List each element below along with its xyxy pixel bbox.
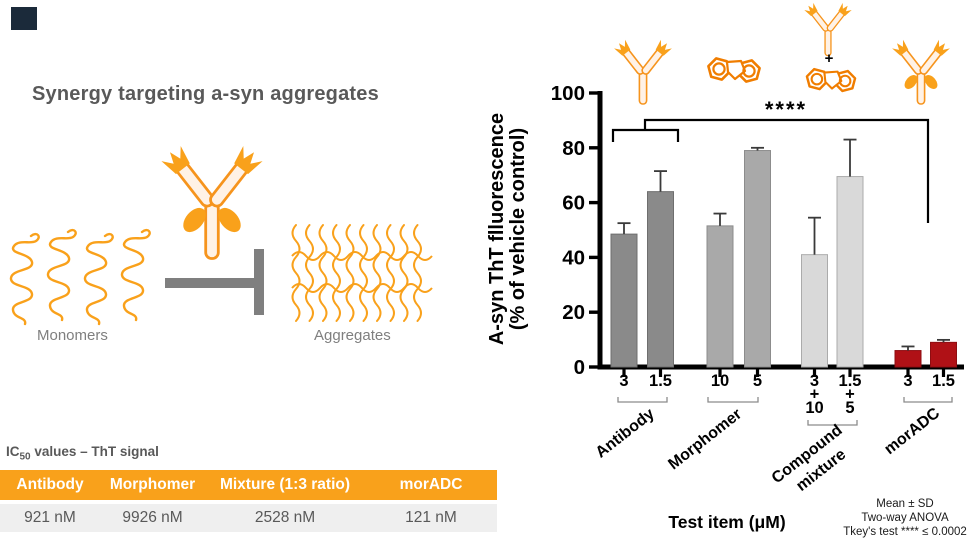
antibody-icon [612, 38, 674, 105]
group-bracket-mixture [807, 420, 858, 426]
tht-bar-chart: + **** A-syn ThT flluorescence (% of veh… [486, 1, 967, 538]
x-tick-label: 1.5 [649, 372, 672, 390]
y-axis-title-line2: (% of vehicle control) [507, 128, 529, 330]
aggregate-fibrils [291, 224, 433, 322]
ic50-table-header-row: Antibody Morphomer Mixture (1:3 ratio) morA… [0, 470, 497, 500]
stats-note-line3: Tkey's test **** ≤ 0.0002 [843, 526, 967, 538]
ic50-table-value-row: 921 nM 9926 nM 2528 nM 121 nM [0, 504, 497, 532]
x-tick-label: 5 [753, 372, 762, 390]
x-tick-label: + [810, 386, 820, 404]
x-tick-label: + [845, 386, 855, 404]
x-tick-label: 10 [711, 372, 729, 390]
moradc-icon [891, 39, 950, 104]
y-tick-label: 80 [562, 137, 585, 160]
ic50-value-cell: 121 nM [405, 509, 457, 526]
y-tick-label: 20 [562, 301, 585, 324]
x-tick-label: 5 [845, 399, 854, 417]
group-bracket-antibody [617, 397, 668, 403]
bar [706, 225, 734, 368]
y-tick-label: 100 [551, 82, 585, 105]
y-ticks: 0 20 40 60 80 100 [551, 82, 599, 379]
left-panel-title: Synergy targeting a-syn aggregates [32, 83, 379, 105]
monomer-strands [9, 228, 151, 326]
bar [836, 176, 864, 368]
y-tick-label: 40 [562, 246, 585, 269]
x-tick-label: 3 [903, 372, 912, 390]
monomers-label: Monomers [37, 327, 108, 344]
ic50-header-cell: morADC [399, 476, 463, 493]
x-tick-label: 1.5 [839, 372, 862, 390]
ic50-table-title: IC50 values – ThT signal [6, 444, 159, 463]
y-tick-label: 0 [574, 356, 585, 379]
x-axis-title: Test item (μM) [668, 512, 785, 532]
bar [744, 150, 771, 368]
plus-icon: + [825, 50, 834, 67]
antibody-group-bracket [611, 128, 680, 142]
stats-note-line2: Two-way ANOVA [861, 512, 949, 524]
compound-mixture-icon: + [803, 1, 857, 93]
group-bracket-moradc [903, 397, 953, 403]
ic50-header-cell: Morphomer [109, 476, 196, 493]
mixture-molecule-icon [805, 67, 857, 93]
bar [894, 350, 922, 368]
mixture-antibody-icon [803, 1, 853, 57]
group-label: Antibody [593, 405, 658, 461]
ic50-value-cell: 921 nM [24, 509, 76, 526]
inhibition-arrow [165, 249, 264, 315]
ic50-table: Antibody Morphomer Mixture (1:3 ratio) morA… [0, 470, 497, 532]
group-label: Morphomer [665, 406, 745, 474]
mechanism-illustration [9, 130, 433, 326]
bar [610, 233, 638, 368]
stats-note-line1: Mean ± SD [876, 498, 933, 510]
significance-line [643, 118, 930, 223]
ic50-value-cell: 9926 nM [122, 509, 183, 526]
aggregates-label: Aggregates [314, 327, 391, 344]
corner-accent-mark [11, 7, 37, 30]
bars [610, 138, 957, 368]
antibody-conjugate-illustration [160, 145, 263, 259]
morphomer-molecule-icon [707, 57, 761, 83]
ic50-header-cell: Mixture (1:3 ratio) [219, 476, 351, 493]
group-bracket-morphomer [707, 397, 759, 403]
x-tick-label: 1.5 [932, 372, 955, 390]
y-axis-title-line1: A-syn ThT flluorescence [486, 113, 508, 345]
bar [647, 191, 674, 368]
y-tick-label: 60 [562, 192, 585, 215]
group-label: morADC [881, 405, 943, 459]
x-ticks: 3 1.5 10 5 3+101.5+53 1.5 [619, 369, 955, 417]
bar [930, 341, 957, 368]
bar [801, 254, 828, 368]
significance-stars: **** [765, 97, 807, 122]
ic50-value-cell: 2528 nM [254, 509, 316, 526]
x-tick-label: 10 [805, 399, 823, 417]
ic50-header-cell: Antibody [16, 476, 84, 493]
x-tick-label: 3 [619, 372, 628, 390]
x-tick-label: 3 [810, 372, 819, 390]
